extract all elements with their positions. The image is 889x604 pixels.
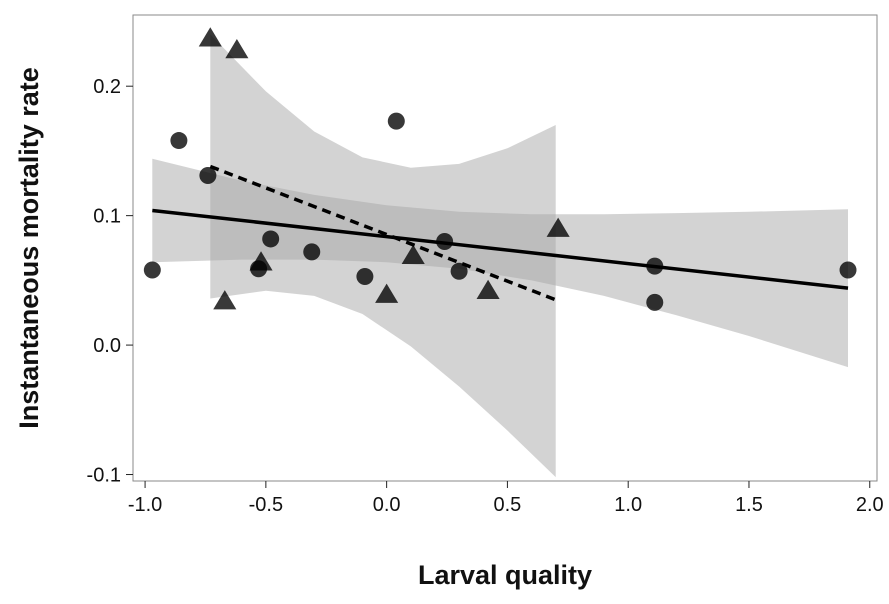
y-tick-label: 0.2 — [93, 76, 121, 98]
data-point-triangle — [476, 279, 500, 299]
y-tick-label: -0.1 — [87, 465, 121, 487]
x-tick-label: -1.0 — [128, 494, 162, 516]
data-point-circle — [356, 267, 374, 285]
data-point-triangle — [198, 27, 222, 47]
data-point-triangle — [225, 38, 249, 59]
y-tick-label: 0.0 — [93, 335, 121, 357]
data-points — [143, 27, 857, 311]
data-point-triangle — [213, 290, 237, 310]
data-point-circle — [262, 230, 280, 248]
data-point-triangle — [546, 217, 570, 237]
data-point-circle — [387, 112, 405, 130]
fit-lines — [152, 164, 849, 302]
confidence-bands — [152, 34, 849, 478]
data-point-triangle — [375, 283, 399, 303]
axes: -1.0 -0.5 0.0 0.5 1.0 1.5 2.0 0.2 0.1 0.0 -0.1 — [87, 76, 884, 516]
y-tick-label: 0.1 — [93, 206, 121, 228]
fit-line-circles — [152, 208, 849, 290]
x-tick-label: 2.0 — [856, 494, 884, 516]
data-point-circle — [436, 233, 454, 251]
data-point-circle — [143, 261, 161, 279]
x-tick-label: 0.0 — [373, 494, 401, 516]
x-axis-title: Larval quality — [418, 560, 592, 590]
data-point-circle — [303, 243, 321, 261]
y-axis-title: Instantaneous mortality rate — [14, 67, 44, 429]
data-point-circle — [646, 293, 664, 311]
plot-frame — [132, 14, 878, 482]
data-point-circle — [170, 132, 188, 150]
x-tick-label: 1.0 — [614, 494, 642, 516]
data-point-circle — [839, 261, 857, 279]
x-tick-label: 0.5 — [494, 494, 522, 516]
data-point-triangle — [401, 244, 425, 265]
data-point-circle — [646, 257, 664, 275]
fit-line-triangles — [209, 164, 557, 302]
data-point-triangle — [249, 251, 273, 271]
x-tick-label: -0.5 — [249, 494, 283, 516]
data-point-circle — [450, 262, 468, 280]
data-point-circle — [199, 167, 217, 185]
x-tick-label: 1.5 — [735, 494, 763, 516]
